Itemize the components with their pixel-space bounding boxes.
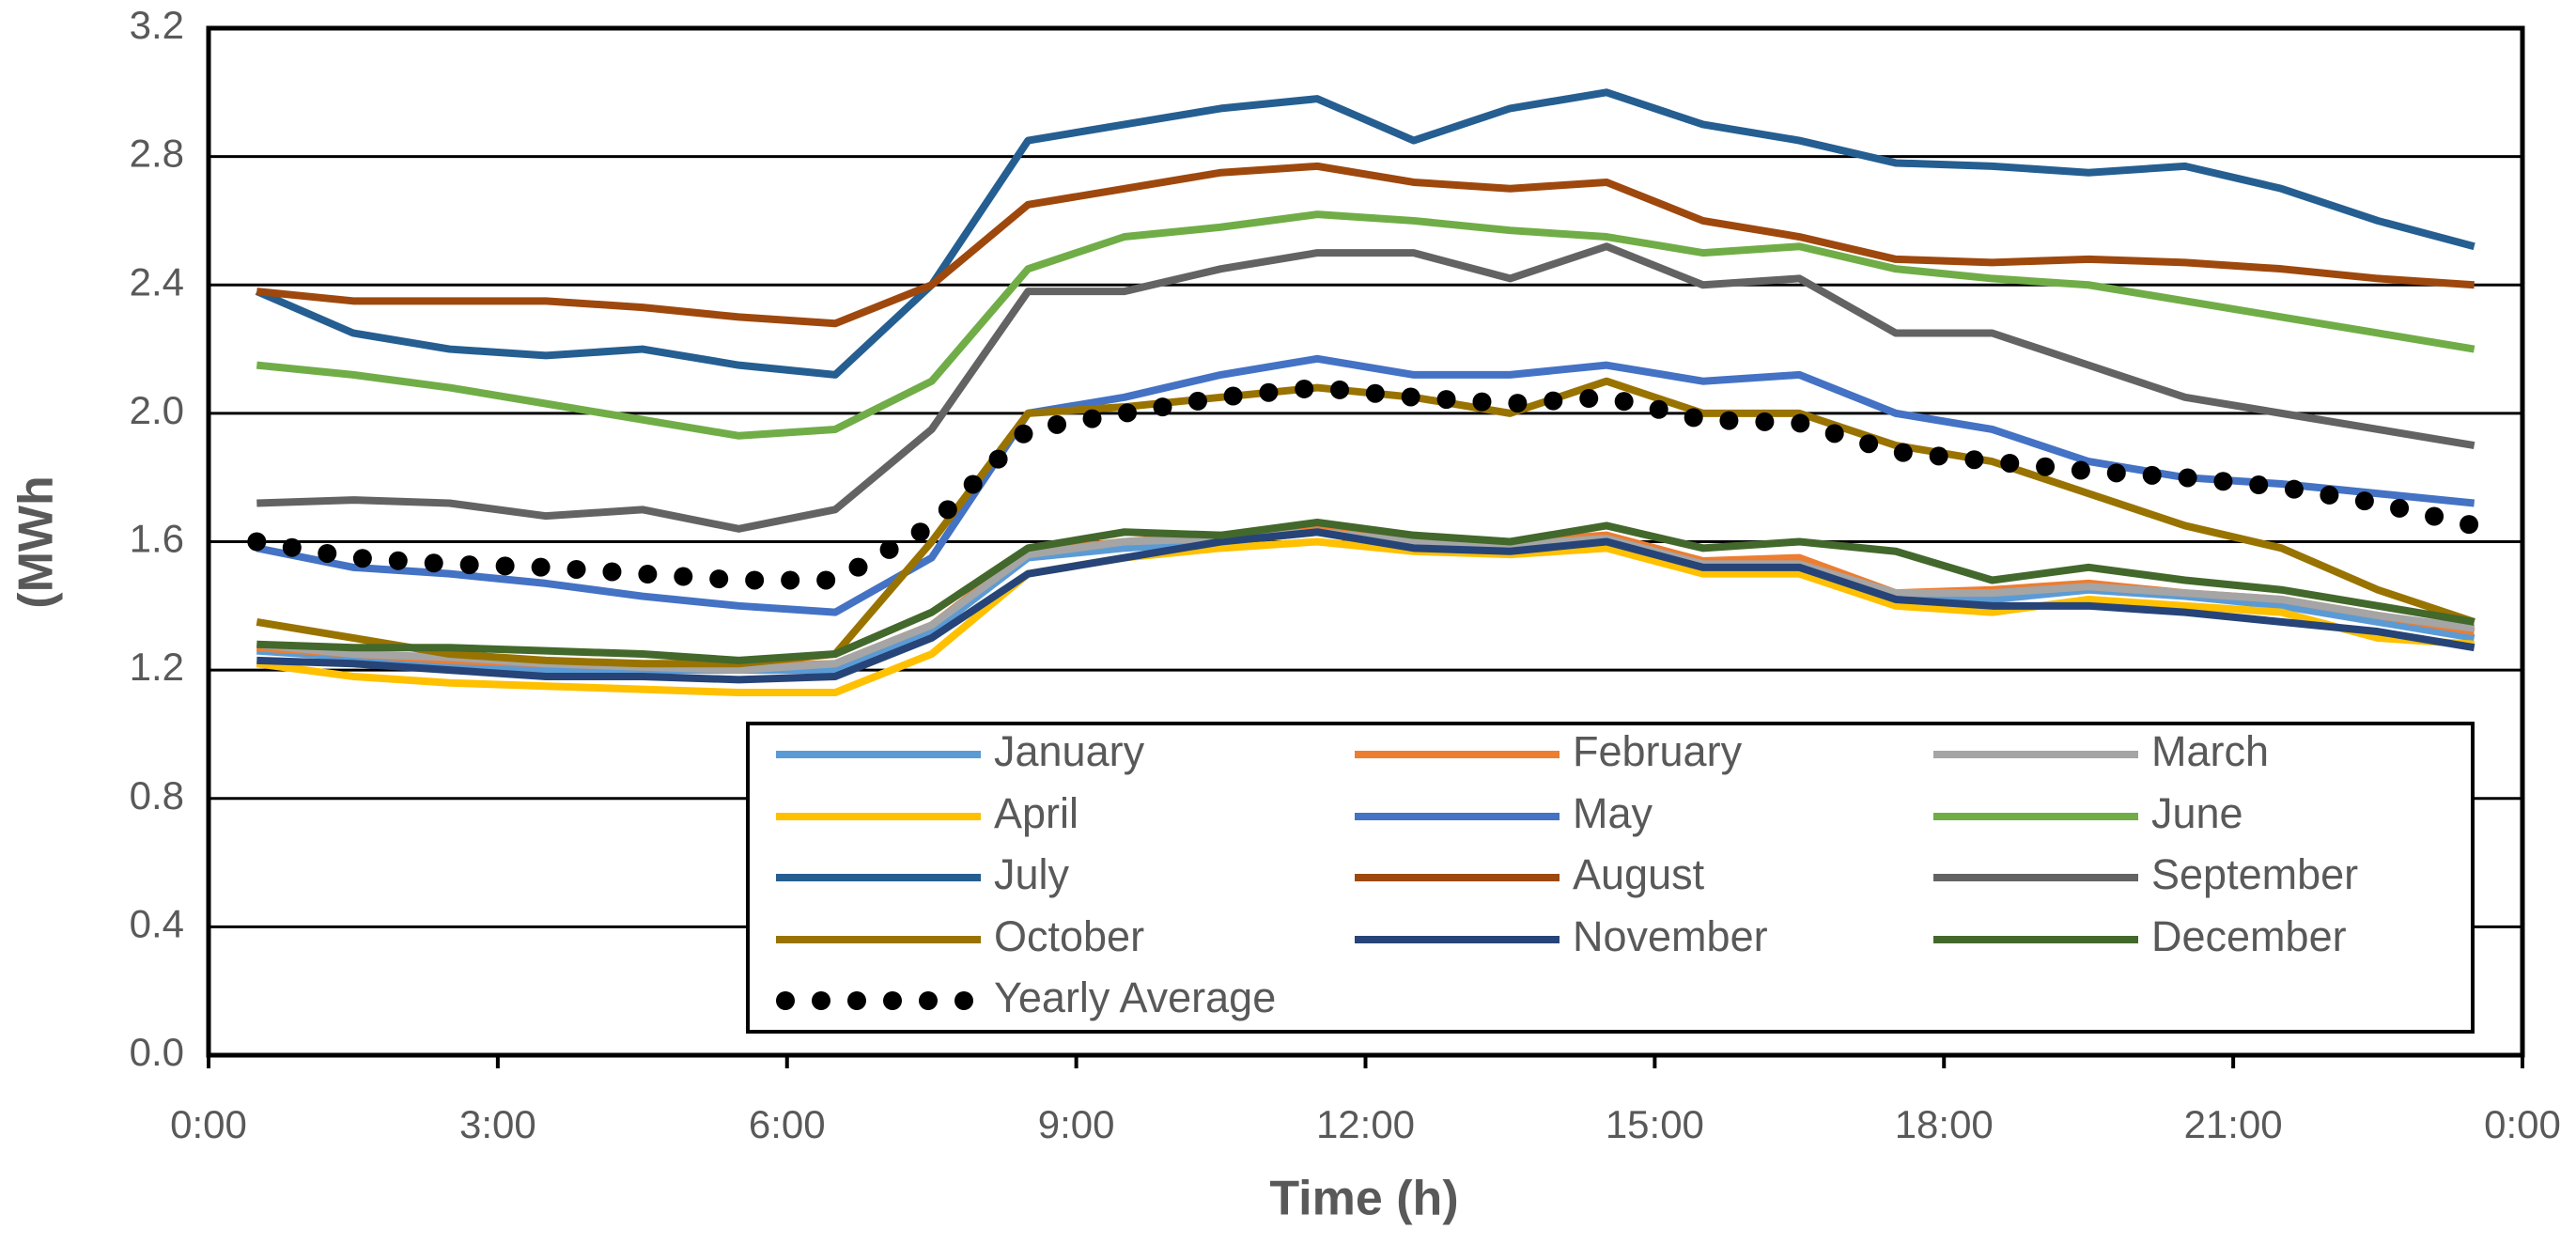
- x-tick-label: 15:00: [1606, 1102, 1704, 1146]
- series-line: [256, 242, 2475, 533]
- series-line: [247, 378, 2484, 590]
- legend-label: May: [1573, 789, 1653, 837]
- y-tick-label: 2.4: [130, 259, 184, 303]
- series-line: [256, 537, 2475, 697]
- legend-label: January: [994, 727, 1145, 775]
- y-tick-label: 3.2: [130, 3, 184, 47]
- y-tick-label: 0.8: [130, 773, 184, 817]
- series-line: [256, 519, 2475, 664]
- legend-label: April: [994, 789, 1079, 837]
- legend: January February March April May June July Augu…: [776, 727, 2358, 1021]
- legend-label: Yearly Average: [994, 973, 1276, 1021]
- y-tick-label: 1.6: [130, 517, 184, 561]
- x-tick-label: 0:00: [2484, 1102, 2561, 1146]
- series-line: [256, 210, 2475, 440]
- legend-label: November: [1573, 912, 1768, 960]
- series-line: [256, 377, 2475, 668]
- legend-label: October: [994, 912, 1144, 960]
- x-tick-label: 0:00: [170, 1102, 247, 1146]
- legend-label: December: [2151, 912, 2347, 960]
- x-tick-label: 3:00: [459, 1102, 536, 1146]
- y-axis-title: (MWh: [9, 475, 64, 608]
- legend-label: August: [1573, 850, 1705, 898]
- legend-label: March: [2151, 727, 2269, 775]
- series-line: [256, 354, 2475, 616]
- plot-lines: [247, 88, 2484, 697]
- axes: 0.0 0.4 0.8 1.2 1.6 2.0 2.4 2.8 3.2 0:00 3:00 6:00 9…: [130, 3, 2561, 1146]
- y-tick-label: 1.2: [130, 645, 184, 689]
- x-tick-label: 12:00: [1316, 1102, 1415, 1146]
- x-axis-title: Time (h): [1269, 1172, 1458, 1226]
- series-line: [256, 528, 2475, 684]
- x-tick-label: 9:00: [1038, 1102, 1115, 1146]
- legend-label: February: [1573, 727, 1743, 775]
- legend-box: [746, 722, 2475, 1034]
- legend-label: June: [2151, 789, 2243, 837]
- y-tick-label: 2.8: [130, 132, 184, 176]
- legend-label: September: [2151, 850, 2358, 898]
- y-tick-label: 0.4: [130, 901, 184, 945]
- y-tick-label: 0.0: [130, 1030, 184, 1074]
- legend-label: July: [994, 850, 1070, 898]
- x-tick-label: 6:00: [749, 1102, 826, 1146]
- x-tick-label: 18:00: [1895, 1102, 1994, 1146]
- x-tick-label: 21:00: [2184, 1102, 2283, 1146]
- series-line: [255, 88, 2475, 379]
- series-line: [256, 162, 2475, 328]
- y-tick-label: 2.0: [130, 388, 184, 432]
